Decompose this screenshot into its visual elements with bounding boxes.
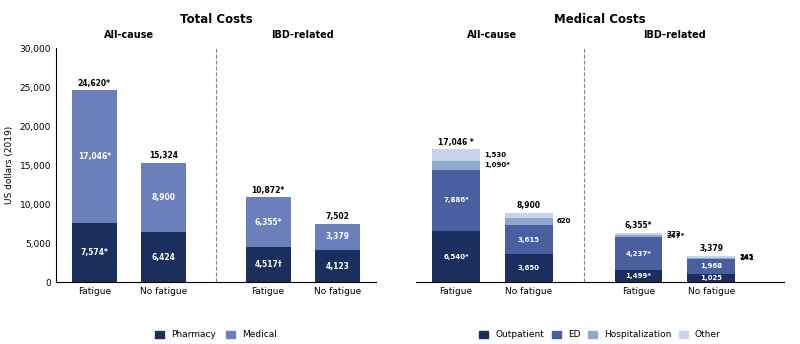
Text: All-cause: All-cause bbox=[104, 30, 154, 40]
Text: 3,379: 3,379 bbox=[699, 244, 723, 254]
Bar bbox=[315, 224, 360, 250]
Bar bbox=[614, 235, 662, 237]
Y-axis label: US dollars (2019): US dollars (2019) bbox=[5, 126, 14, 204]
Bar bbox=[687, 258, 735, 259]
Bar bbox=[506, 217, 553, 225]
Bar bbox=[614, 270, 662, 282]
Text: 247*: 247* bbox=[666, 233, 685, 239]
Text: 4,123: 4,123 bbox=[326, 261, 350, 270]
Text: 3,615: 3,615 bbox=[518, 237, 540, 243]
Text: 141: 141 bbox=[739, 255, 754, 261]
Text: 7,574*: 7,574* bbox=[80, 248, 108, 257]
Text: 6,540*: 6,540* bbox=[443, 254, 469, 260]
Text: All-cause: All-cause bbox=[467, 30, 518, 40]
Legend: Pharmacy, Medical: Pharmacy, Medical bbox=[152, 327, 280, 343]
Bar bbox=[246, 197, 290, 247]
Text: 3,379: 3,379 bbox=[326, 232, 350, 241]
Bar bbox=[432, 149, 480, 161]
Text: 6,424: 6,424 bbox=[152, 252, 176, 261]
Title: Medical Costs: Medical Costs bbox=[554, 13, 646, 26]
Text: 6,355*: 6,355* bbox=[625, 221, 652, 230]
Text: 6,355*: 6,355* bbox=[254, 218, 282, 227]
Text: 1,530: 1,530 bbox=[484, 152, 506, 158]
Text: 17,046 *: 17,046 * bbox=[438, 138, 474, 147]
Text: 4,517†: 4,517† bbox=[254, 260, 282, 269]
Text: 245: 245 bbox=[739, 254, 754, 260]
Bar bbox=[687, 259, 735, 274]
Bar bbox=[687, 256, 735, 258]
Bar bbox=[246, 247, 290, 282]
Bar bbox=[142, 232, 186, 282]
Title: Total Costs: Total Costs bbox=[180, 13, 252, 26]
Legend: Outpatient, ED, Hospitalization, Other: Outpatient, ED, Hospitalization, Other bbox=[476, 327, 724, 343]
Text: 8,900: 8,900 bbox=[517, 201, 541, 210]
Text: 1,025: 1,025 bbox=[700, 275, 722, 281]
Bar bbox=[315, 250, 360, 282]
Text: 8,900: 8,900 bbox=[152, 193, 176, 202]
Text: 4,237*: 4,237* bbox=[626, 251, 651, 257]
Bar bbox=[506, 254, 553, 282]
Bar bbox=[614, 233, 662, 235]
Text: 1,499*: 1,499* bbox=[626, 273, 651, 279]
Text: 3,650: 3,650 bbox=[518, 265, 540, 271]
Text: 1,968: 1,968 bbox=[700, 264, 722, 269]
Bar bbox=[432, 170, 480, 231]
Bar bbox=[506, 213, 553, 217]
Text: 7,502: 7,502 bbox=[326, 212, 350, 221]
Text: 24,620*: 24,620* bbox=[78, 79, 110, 88]
Text: IBD-related: IBD-related bbox=[643, 30, 706, 40]
Bar bbox=[142, 163, 186, 232]
Bar bbox=[506, 225, 553, 254]
Text: 1,090*: 1,090* bbox=[484, 162, 510, 168]
Bar bbox=[72, 223, 117, 282]
Text: IBD-related: IBD-related bbox=[271, 30, 334, 40]
Text: 372: 372 bbox=[666, 231, 681, 237]
Text: 15,324: 15,324 bbox=[150, 151, 178, 160]
Text: 17,046*: 17,046* bbox=[78, 152, 111, 161]
Bar bbox=[687, 274, 735, 282]
Bar bbox=[72, 90, 117, 223]
Bar bbox=[432, 161, 480, 170]
Bar bbox=[432, 231, 480, 282]
Bar bbox=[614, 237, 662, 270]
Text: 7,886*: 7,886* bbox=[443, 197, 469, 203]
Text: 10,872*: 10,872* bbox=[251, 186, 285, 195]
Text: 620: 620 bbox=[557, 218, 571, 225]
